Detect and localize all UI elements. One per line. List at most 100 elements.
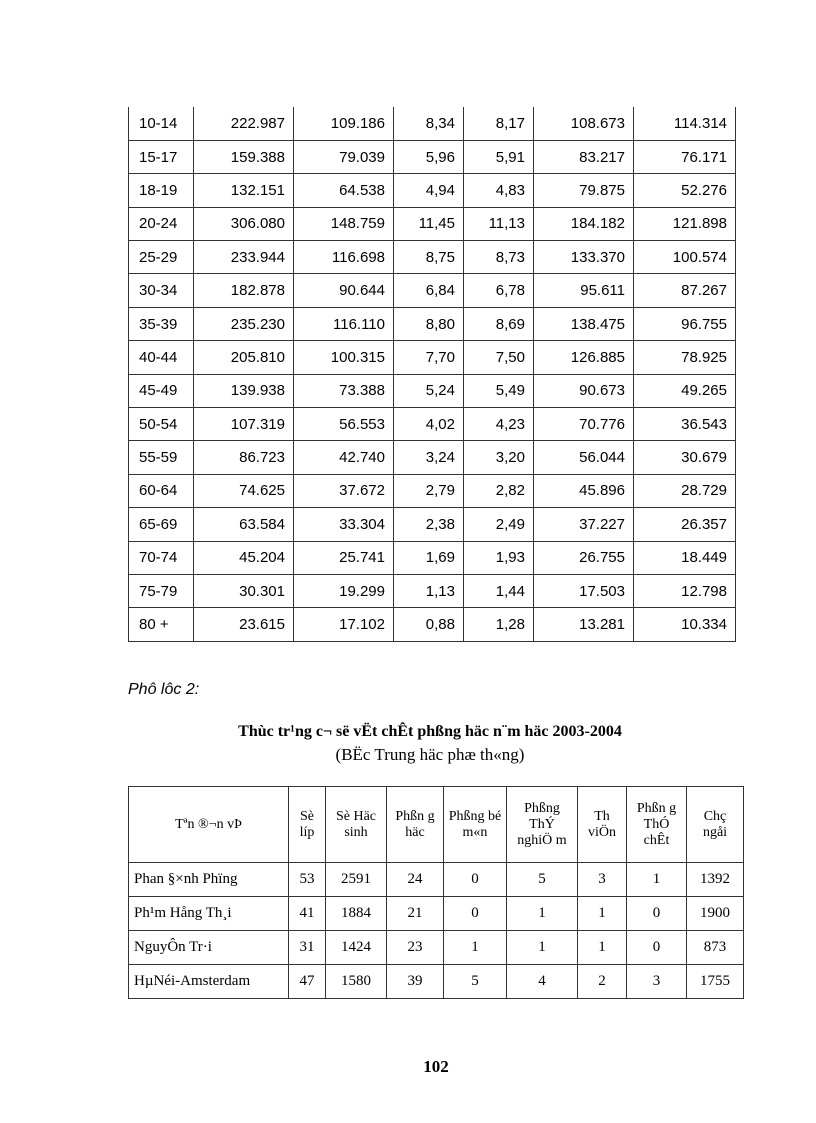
table-cell: 49.265 — [633, 373, 736, 409]
table-cell: 24 — [386, 862, 444, 897]
table-cell: 8,17 — [463, 107, 534, 141]
column-header: Chç ngåi — [686, 786, 744, 863]
table-cell: 26.357 — [633, 507, 736, 542]
table-cell: 63.584 — [193, 507, 294, 542]
table-cell: 5,49 — [463, 373, 534, 409]
table-cell: 100.315 — [293, 340, 394, 375]
table-cell: 116.110 — [293, 306, 394, 342]
table-cell: 37.672 — [293, 473, 394, 509]
table-cell: 7,50 — [463, 340, 534, 375]
table-cell: 6,78 — [463, 273, 534, 308]
table-cell: 5 — [506, 862, 578, 897]
table-cell: 1392 — [686, 862, 744, 897]
table-cell: 11,13 — [463, 206, 534, 242]
table-cell: 2,82 — [463, 473, 534, 509]
table-row: 15-17 159.388 79.039 5,96 5,91 83.217 76.171 — [128, 139, 736, 175]
table-cell: 64.538 — [293, 173, 394, 208]
table-cell: NguyÔn Tr·i — [128, 930, 289, 965]
table-cell: 126.885 — [533, 340, 634, 375]
table-cell: 4,02 — [393, 407, 464, 442]
table-cell: 8,75 — [393, 240, 464, 275]
facilities-table: Tªn ®¬n vÞ Sè líp Sè Häc sinh Phßn g häc Phß… — [128, 786, 744, 999]
table-row: 18-19 132.151 64.538 4,94 4,83 79.875 52.276 — [128, 173, 736, 208]
table-cell: 1,93 — [463, 540, 534, 575]
table-cell: 3 — [577, 862, 627, 897]
table-cell: 25-29 — [128, 240, 194, 275]
table-cell: 0 — [443, 862, 507, 897]
table-cell: 45.896 — [533, 473, 634, 509]
table-cell: 2591 — [325, 862, 387, 897]
table-cell: 2,49 — [463, 507, 534, 542]
column-header: Phßn g ThÓ chÊt — [626, 786, 687, 863]
table-cell: 233.944 — [193, 240, 294, 275]
table-cell: 90.644 — [293, 273, 394, 308]
table-cell: 13.281 — [533, 607, 634, 642]
table-cell: 73.388 — [293, 373, 394, 409]
column-header: Sè líp — [288, 786, 326, 863]
table-cell: 0 — [443, 896, 507, 931]
table-cell: 36.543 — [633, 407, 736, 442]
table2-title: Thùc tr¹ng c¬ së vËt chÊt phßng häc n¨m … — [238, 723, 622, 740]
table-cell: 15-17 — [128, 139, 194, 175]
table-cell: 1 — [577, 896, 627, 931]
table-row: HµNéi-Amsterdam 47 1580 39 5 4 2 3 1755 — [128, 964, 744, 999]
table-cell: 30.301 — [193, 573, 294, 609]
table-cell: 18.449 — [633, 540, 736, 575]
table-cell: 28.729 — [633, 473, 736, 509]
table-cell: 107.319 — [193, 407, 294, 442]
table-cell: 80 + — [128, 607, 194, 642]
table-cell: 40-44 — [128, 340, 194, 375]
table-cell: 5,24 — [393, 373, 464, 409]
column-header: Th viÖn — [577, 786, 627, 863]
table-cell: 1,44 — [463, 573, 534, 609]
table-cell: 70.776 — [533, 407, 634, 442]
table-cell: 1900 — [686, 896, 744, 931]
table-cell: 12.798 — [633, 573, 736, 609]
table-cell: 1580 — [325, 964, 387, 999]
table-cell: 1 — [506, 896, 578, 931]
table-cell: 222.987 — [193, 107, 294, 141]
age-statistics-table: 10-14 222.987 109.186 8,34 8,17 108.673 114.31… — [128, 107, 736, 642]
table-cell: 23.615 — [193, 607, 294, 642]
table-cell: 45-49 — [128, 373, 194, 409]
column-header: Phßng bé m«n — [443, 786, 507, 863]
table-cell: 75-79 — [128, 573, 194, 609]
table-cell: 109.186 — [293, 107, 394, 141]
table-cell: 4,23 — [463, 407, 534, 442]
table-cell: 114.314 — [633, 107, 736, 141]
table-cell: 76.171 — [633, 139, 736, 175]
table-cell: 35-39 — [128, 306, 194, 342]
table-cell: 21 — [386, 896, 444, 931]
table-row: Ph¹m Hång Th¸i 41 1884 21 0 1 1 0 1900 — [128, 896, 744, 931]
table-row: 40-44 205.810 100.315 7,70 7,50 126.885 78.925 — [128, 340, 736, 375]
table-cell: 25.741 — [293, 540, 394, 575]
table-cell: 133.370 — [533, 240, 634, 275]
table-cell: 7,70 — [393, 340, 464, 375]
table-row: 55-59 86.723 42.740 3,24 3,20 56.044 30.679 — [128, 440, 736, 475]
table-row: 50-54 107.319 56.553 4,02 4,23 70.776 36.543 — [128, 407, 736, 442]
table-cell: 17.102 — [293, 607, 394, 642]
table-row: 75-79 30.301 19.299 1,13 1,44 17.503 12.798 — [128, 573, 736, 609]
table-cell: Phan §×nh Phïng — [128, 862, 289, 897]
table-cell: 41 — [288, 896, 326, 931]
table-cell: 83.217 — [533, 139, 634, 175]
table-cell: 96.755 — [633, 306, 736, 342]
table-cell: 0 — [626, 930, 687, 965]
table-cell: 873 — [686, 930, 744, 965]
table-cell: 42.740 — [293, 440, 394, 475]
table-row: 70-74 45.204 25.741 1,69 1,93 26.755 18.449 — [128, 540, 736, 575]
table-cell: 2 — [577, 964, 627, 999]
table-cell: 2,79 — [393, 473, 464, 509]
table-cell: 2,38 — [393, 507, 464, 542]
table-row: 35-39 235.230 116.110 8,80 8,69 138.475 96.755 — [128, 306, 736, 342]
table-cell: 3 — [626, 964, 687, 999]
column-header: Phßng ThÝ nghiÖ m — [506, 786, 578, 863]
table-cell: 100.574 — [633, 240, 736, 275]
table-row: 80 +23.615 17.102 0,88 1,28 13.281 10.334 — [128, 607, 736, 642]
table-cell: 6,84 — [393, 273, 464, 308]
table-row: Phan §×nh Phïng 53 2591 24 0 5 3 1 1392 — [128, 862, 744, 897]
table-cell: 31 — [288, 930, 326, 965]
table-cell: 45.204 — [193, 540, 294, 575]
table-cell: 132.151 — [193, 173, 294, 208]
table-cell: 56.044 — [533, 440, 634, 475]
